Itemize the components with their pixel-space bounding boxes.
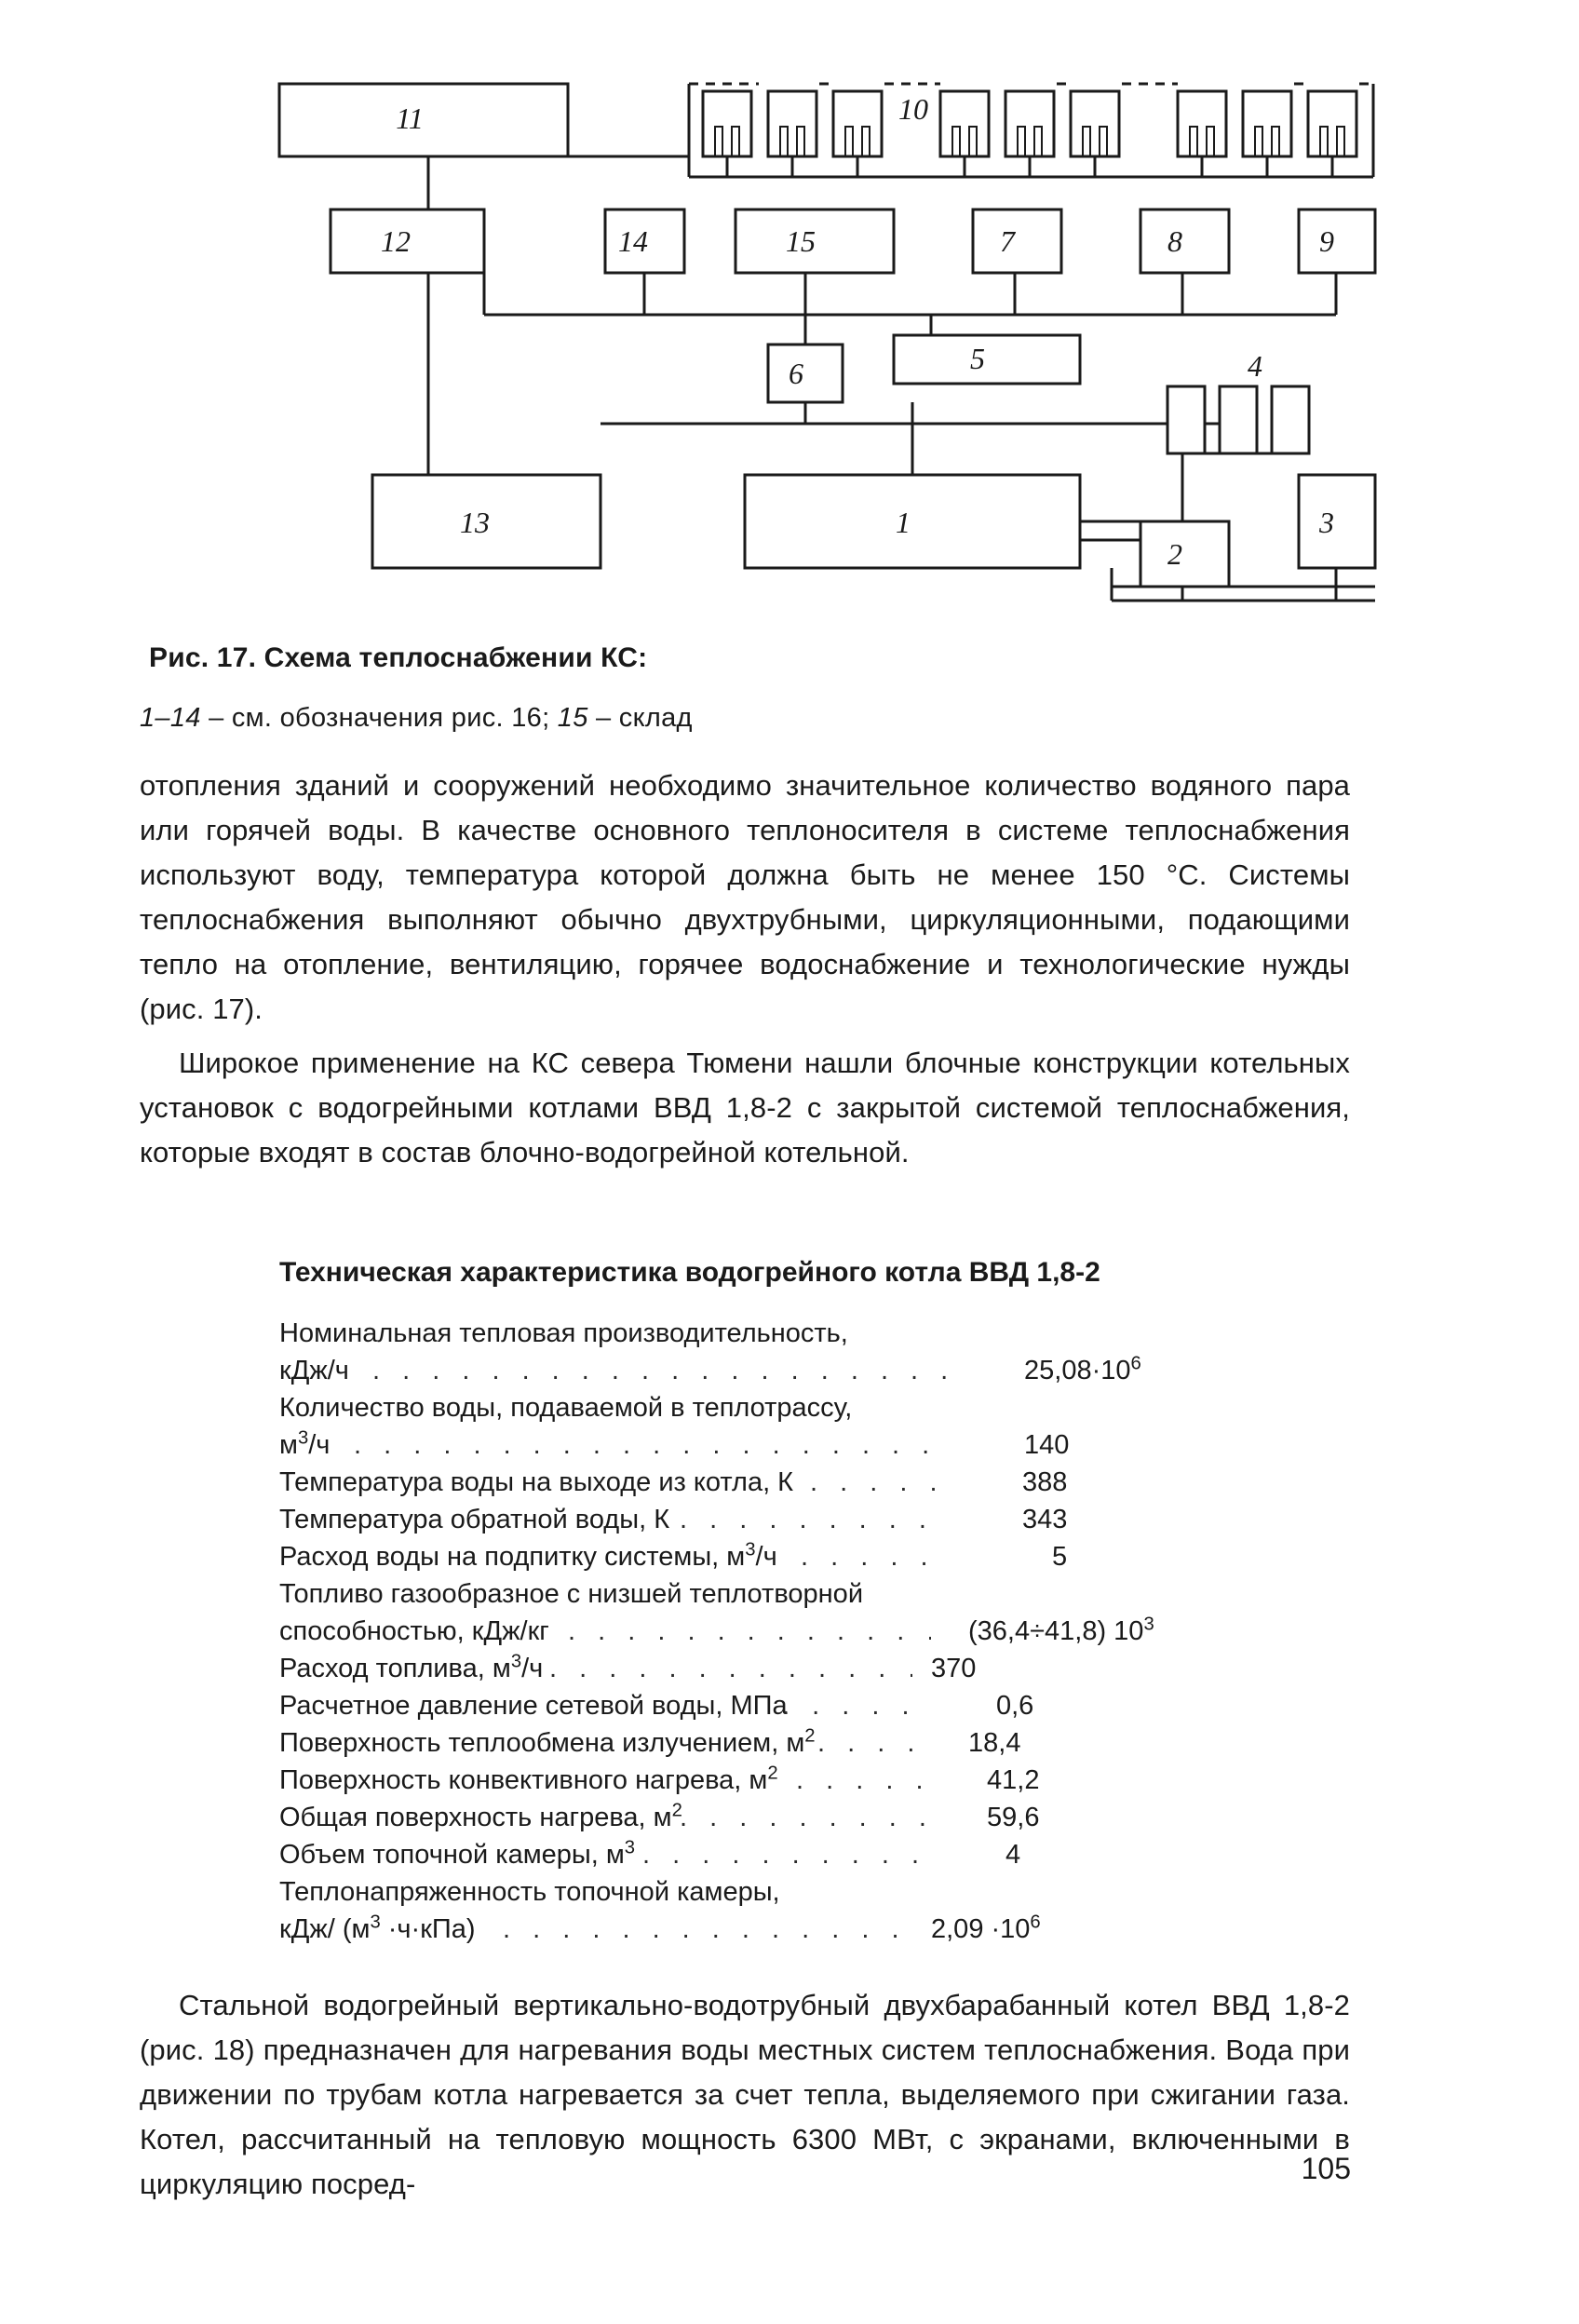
spec-label: Топливо газообразное с низшей теплотворн… bbox=[279, 1575, 863, 1613]
spec-row: Расчетное давление сетевой воды, МПа . .… bbox=[279, 1687, 1210, 1724]
leader-dots: . . . . . . . . . . . . . . . . . . . . … bbox=[568, 1613, 931, 1650]
spec-row: Расход топлива, м3/ч . . . . . . . . . .… bbox=[279, 1650, 1210, 1687]
spec-value: 0,6 bbox=[996, 1687, 1033, 1724]
spec-value: 140 bbox=[1024, 1426, 1069, 1464]
svg-text:12: 12 bbox=[381, 224, 411, 258]
paragraph-2: Широкое применение на КС севера Тюмени н… bbox=[140, 1041, 1350, 1175]
spec-row: Поверхность теплообмена излучением, м2 .… bbox=[279, 1724, 1210, 1762]
svg-text:7: 7 bbox=[1000, 224, 1017, 258]
spec-row: Температура обратной воды, К . . . . . .… bbox=[279, 1501, 1210, 1538]
spec-label: кДж/ч bbox=[279, 1352, 349, 1389]
spec-value: (36,4÷41,8) 103 bbox=[968, 1613, 1154, 1650]
spec-label: Расход воды на подпитку системы, м3/ч bbox=[279, 1538, 777, 1575]
paragraph-3: Стальной водогрейный вертикально-водотру… bbox=[140, 1983, 1350, 2207]
spec-value: 25,08·106 bbox=[1024, 1352, 1141, 1389]
spec-row: Объем топочной камеры, м3 . . . . . . . … bbox=[279, 1836, 1210, 1873]
spec-label: Расход топлива, м3/ч bbox=[279, 1650, 543, 1687]
spec-label: Поверхность конвективного нагрева, м2 bbox=[279, 1762, 778, 1799]
spec-row: Номинальная тепловая производительность, bbox=[279, 1315, 1210, 1352]
svg-text:3: 3 bbox=[1318, 506, 1334, 539]
leader-dots: . . . . . . . . . . . . . . . . . . . . … bbox=[680, 1799, 931, 1836]
leader-dots: . . . . . . . . . . . . . . . . . . . . … bbox=[372, 1352, 950, 1389]
spec-row: Количество воды, подаваемой в теплотрасс… bbox=[279, 1389, 1210, 1426]
spec-row: кДж/ч . . . . . . . . . . . . . . . . . … bbox=[279, 1352, 1210, 1389]
leader-dots: . . . . . . . . . . . . . . . . . . . . … bbox=[796, 1762, 931, 1799]
spec-value: 370 bbox=[931, 1650, 976, 1687]
spec-label: способностью, кДж/кг bbox=[279, 1613, 549, 1650]
leader-dots: . . . . . . . . . . . . . . . . . . . . … bbox=[354, 1426, 950, 1464]
spec-label: Поверхность теплообмена излучением, м2 bbox=[279, 1724, 816, 1762]
spec-row: м3/ч . . . . . . . . . . . . . . . . . .… bbox=[279, 1426, 1210, 1464]
leader-dots: . . . . . . . . . . . . . . . . . . . . … bbox=[503, 1911, 912, 1948]
svg-text:4: 4 bbox=[1248, 349, 1262, 383]
spec-row: Поверхность конвективного нагрева, м2 . … bbox=[279, 1762, 1210, 1799]
leader-dots: . . . . . . . . . . . . . . . . . . . . … bbox=[801, 1538, 950, 1575]
spec-value: 59,6 bbox=[987, 1799, 1039, 1836]
svg-text:13: 13 bbox=[460, 506, 490, 539]
spec-row: Общая поверхность нагрева, м2 . . . . . … bbox=[279, 1799, 1210, 1836]
svg-text:10: 10 bbox=[898, 92, 928, 126]
caption-num: 15 bbox=[558, 703, 588, 733]
svg-text:2: 2 bbox=[1167, 537, 1182, 571]
leader-dots: . . . . . . . . . . . . . . . . . . . . … bbox=[549, 1650, 912, 1687]
svg-text:5: 5 bbox=[970, 342, 985, 375]
svg-text:11: 11 bbox=[396, 101, 424, 135]
spec-label: Номинальная тепловая производительность, bbox=[279, 1315, 848, 1352]
leader-dots: . . . . . . . . . . . . . . . . . . . . … bbox=[680, 1501, 950, 1538]
figure-caption-subtitle: 1–14 – см. обозначения рис. 16; 15 – скл… bbox=[140, 703, 693, 734]
spec-heading: Техническая характеристика водогрейного … bbox=[279, 1257, 1100, 1289]
spec-row: способностью, кДж/кг . . . . . . . . . .… bbox=[279, 1613, 1210, 1650]
diagram-fig17: 111214157896513123104 bbox=[251, 74, 1378, 610]
spec-label: Количество воды, подаваемой в теплотрасс… bbox=[279, 1389, 852, 1426]
spec-row: кДж/ (м3 ·ч·кПа) . . . . . . . . . . . .… bbox=[279, 1911, 1210, 1948]
caption-range: 1–14 bbox=[140, 703, 201, 733]
spec-label: Теплонапряженность топочной камеры, bbox=[279, 1873, 780, 1911]
spec-label: кДж/ (м3 ·ч·кПа) bbox=[279, 1911, 476, 1948]
leader-dots: . . . . . . . . . . . . . . . . . . . . … bbox=[642, 1836, 931, 1873]
svg-text:15: 15 bbox=[786, 224, 816, 258]
leader-dots: . . . . . . . . . . . . . . . . . . . . … bbox=[810, 1464, 950, 1501]
spec-value: 41,2 bbox=[987, 1762, 1039, 1799]
svg-text:1: 1 bbox=[896, 506, 911, 539]
page-number: 105 bbox=[1302, 2152, 1351, 2186]
spec-value: 388 bbox=[1022, 1464, 1067, 1501]
spec-label: Расчетное давление сетевой воды, МПа bbox=[279, 1687, 788, 1724]
spec-table: Номинальная тепловая производительность,… bbox=[279, 1315, 1210, 1948]
spec-label: Объем топочной камеры, м3 bbox=[279, 1836, 635, 1873]
spec-label: Температура обратной воды, К bbox=[279, 1501, 669, 1538]
leader-dots: . . . . . . . . . . . . . . . . . . . . … bbox=[817, 1724, 931, 1762]
svg-text:9: 9 bbox=[1319, 224, 1334, 258]
svg-text:6: 6 bbox=[789, 357, 803, 390]
caption-mid: – см. обозначения рис. 16; bbox=[201, 703, 558, 733]
spec-row: Теплонапряженность топочной камеры, bbox=[279, 1873, 1210, 1911]
spec-row: Топливо газообразное с низшей теплотворн… bbox=[279, 1575, 1210, 1613]
spec-label: м3/ч bbox=[279, 1426, 330, 1464]
figure-caption-title: Рис. 17. Схема теплоснабжении КС: bbox=[149, 642, 647, 674]
spec-value: 5 bbox=[1052, 1538, 1067, 1575]
spec-value: 4 bbox=[1005, 1836, 1020, 1873]
spec-label: Общая поверхность нагрева, м2 bbox=[279, 1799, 682, 1836]
paragraph-1: отопления зданий и сооружений необходимо… bbox=[140, 763, 1350, 1032]
leader-dots: . . . . . . . . . . . . . . . . . . . . … bbox=[782, 1687, 931, 1724]
svg-text:8: 8 bbox=[1167, 224, 1182, 258]
spec-label: Температура воды на выходе из котла, К bbox=[279, 1464, 793, 1501]
page: 111214157896513123104 Рис. 17. Схема теп… bbox=[0, 0, 1579, 2324]
svg-text:14: 14 bbox=[618, 224, 648, 258]
caption-end: – склад bbox=[588, 703, 693, 733]
spec-value: 343 bbox=[1022, 1501, 1067, 1538]
spec-value: 2,09 ·106 bbox=[931, 1911, 1041, 1948]
spec-row: Температура воды на выходе из котла, К .… bbox=[279, 1464, 1210, 1501]
spec-row: Расход воды на подпитку системы, м3/ч . … bbox=[279, 1538, 1210, 1575]
spec-value: 18,4 bbox=[968, 1724, 1020, 1762]
